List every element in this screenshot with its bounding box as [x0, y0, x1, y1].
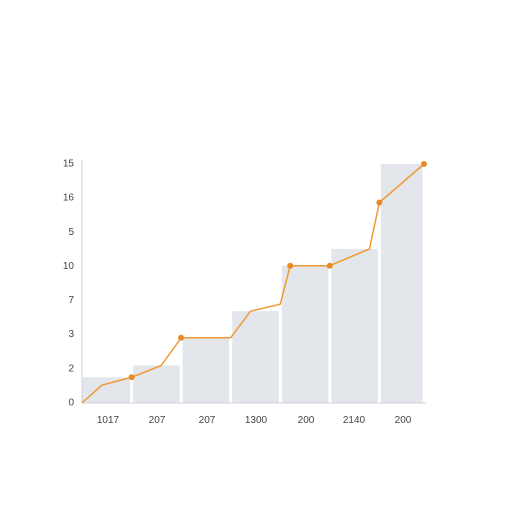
data-point	[128, 374, 135, 381]
bar	[281, 265, 329, 403]
bar	[182, 337, 230, 403]
data-point	[376, 199, 383, 206]
data-point	[421, 161, 427, 167]
y-tick-label: 15	[63, 159, 75, 170]
x-tick-label: 1300	[245, 415, 268, 426]
bar	[331, 248, 378, 403]
bars-layer	[82, 164, 423, 403]
x-tick-labels: 1017 207 207 1300 200 2140 200	[97, 415, 412, 426]
data-point	[178, 334, 185, 341]
x-tick-label: 2140	[343, 415, 366, 426]
bar	[133, 365, 180, 403]
y-tick-label: 2	[68, 363, 74, 374]
y-tick-label: 3	[68, 329, 74, 340]
data-point	[287, 262, 294, 269]
data-point	[326, 262, 333, 269]
bar	[232, 311, 279, 403]
x-tick-label: 1017	[97, 415, 120, 426]
y-tick-label: 0	[68, 398, 74, 409]
y-tick-label: 10	[63, 261, 75, 272]
bar	[82, 377, 131, 403]
bar	[380, 164, 423, 403]
x-tick-label: 207	[199, 415, 216, 426]
y-tick-label: 5	[68, 227, 74, 238]
y-tick-label: 16	[63, 193, 75, 204]
y-tick-labels: 0 2 3 7 10 5 16 15	[63, 159, 75, 409]
x-tick-label: 207	[149, 415, 166, 426]
markers-layer	[128, 161, 427, 381]
x-tick-label: 200	[395, 415, 412, 426]
y-tick-label: 7	[68, 295, 74, 306]
x-tick-label: 200	[298, 415, 315, 426]
